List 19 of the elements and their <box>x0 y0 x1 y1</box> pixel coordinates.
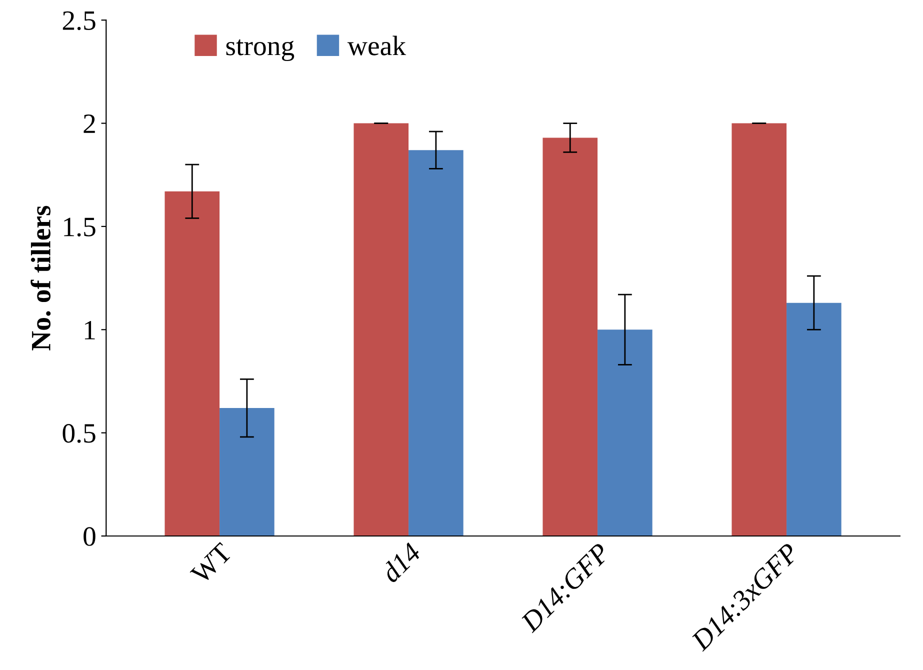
bar <box>408 150 464 536</box>
x-tick-label: d14 <box>380 541 422 584</box>
y-tick-label: 0 <box>84 527 96 546</box>
legend-label: strong <box>226 39 294 62</box>
bar <box>220 408 274 536</box>
y-axis-title: No. of tillers <box>30 206 51 350</box>
x-tick-label: WT <box>190 542 234 586</box>
y-tick-label: 2 <box>84 114 95 133</box>
y-tick-label: 2.5 <box>62 11 96 30</box>
bar <box>732 123 787 536</box>
y-tick-label: 1.5 <box>64 218 96 236</box>
y-tick-label: 0.5 <box>62 424 96 443</box>
bar <box>164 191 220 536</box>
bar <box>598 330 652 536</box>
bar <box>354 123 409 536</box>
bar <box>542 138 598 536</box>
bar <box>786 302 842 536</box>
legend-label: weak <box>347 36 406 56</box>
y-tick-label: 1 <box>84 320 95 340</box>
